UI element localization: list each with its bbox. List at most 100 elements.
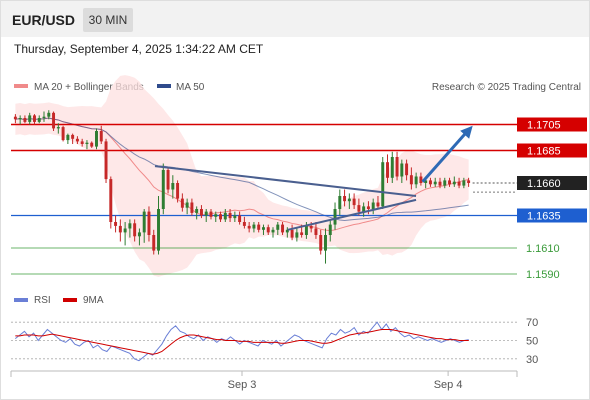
- candle: [199, 209, 203, 216]
- candle: [238, 215, 242, 222]
- rsi-legend-swatch: [14, 298, 28, 302]
- candle: [324, 235, 327, 251]
- candle: [314, 228, 318, 235]
- candle: [295, 232, 299, 238]
- title-bar: EUR/USD 30 MIN: [1, 1, 589, 37]
- candle: [176, 183, 180, 199]
- candle: [28, 115, 32, 122]
- candle: [386, 162, 389, 178]
- candle: [157, 209, 160, 251]
- ma50-legend-swatch: [157, 84, 171, 88]
- candle: [405, 163, 409, 176]
- candle: [457, 181, 461, 186]
- level-label-box-1-1705: [517, 117, 587, 132]
- candle: [171, 183, 175, 190]
- candle: [42, 116, 46, 118]
- candle: [32, 115, 36, 122]
- candle: [409, 175, 413, 185]
- x-axis-ticks: Sep 3 Sep 4: [228, 371, 463, 391]
- candle: [219, 214, 223, 220]
- candle: [23, 118, 27, 122]
- candle: [109, 179, 113, 222]
- rsi-level-label-70: 70: [526, 317, 538, 329]
- candle: [419, 176, 423, 183]
- candle: [424, 180, 428, 183]
- ma9-legend-label: 9MA: [83, 295, 104, 306]
- candle: [438, 181, 442, 186]
- candle: [309, 225, 313, 229]
- rsi-panel: 70 50 30: [11, 317, 538, 366]
- symbol-label: EUR/USD: [12, 12, 76, 28]
- level-label-1-1660: 1.1660: [527, 178, 561, 190]
- candle: [195, 209, 199, 213]
- candle: [352, 198, 356, 206]
- candle: [395, 157, 399, 177]
- candle: [462, 180, 466, 186]
- candle: [338, 196, 342, 209]
- ma9-legend-swatch: [63, 298, 77, 302]
- candle: [233, 215, 237, 219]
- candle: [80, 141, 84, 144]
- candle: [118, 225, 122, 233]
- x-tick-label: Sep 4: [434, 379, 463, 391]
- level-label-box-1-1660: [517, 176, 587, 190]
- candle: [13, 116, 17, 120]
- level-label-1-1635: 1.1635: [527, 211, 561, 223]
- candle: [137, 232, 141, 237]
- candle: [371, 202, 375, 209]
- candle: [61, 127, 65, 141]
- candle: [343, 196, 347, 202]
- candle: [214, 214, 218, 217]
- candle: [257, 224, 261, 230]
- rsi-level-label-30: 30: [526, 354, 538, 366]
- projection-arrow-head: [460, 125, 473, 139]
- ma50-line: [15, 117, 469, 221]
- ma20-legend-label: MA 20 + Bollinger Bands: [34, 82, 144, 93]
- candle: [52, 112, 56, 129]
- candle: [204, 211, 208, 216]
- candle: [75, 138, 79, 142]
- candle: [285, 229, 289, 233]
- level-label-1-1610: 1.1610: [526, 243, 560, 255]
- candle: [300, 232, 304, 235]
- candle: [467, 180, 471, 183]
- candle: [99, 131, 103, 142]
- candle: [261, 227, 265, 230]
- candle: [366, 206, 370, 209]
- candle: [128, 223, 132, 229]
- candle: [142, 211, 146, 233]
- projection-arrow-shaft: [421, 128, 470, 183]
- candle: [190, 202, 194, 213]
- candle: [247, 225, 251, 229]
- candle: [223, 212, 227, 220]
- candle: [166, 170, 170, 190]
- candle: [333, 209, 337, 225]
- falling-trendline: [154, 165, 417, 197]
- candle: [56, 127, 60, 129]
- candle: [228, 212, 232, 219]
- candle: [347, 198, 351, 202]
- candle: [180, 198, 184, 208]
- candle: [147, 211, 151, 235]
- rsi-legend-label: RSI: [34, 295, 51, 306]
- timestamp: Thursday, September 4, 2025 1:34:22 AM C…: [14, 42, 264, 56]
- candle: [428, 180, 432, 185]
- timeframe-button[interactable]: 30 MIN: [83, 8, 133, 32]
- candle: [242, 222, 246, 226]
- candle: [85, 142, 89, 144]
- candle: [114, 222, 118, 226]
- rsi-ma9-line: [15, 329, 469, 355]
- candle: [443, 180, 447, 186]
- candle: [414, 176, 418, 185]
- candle: [448, 180, 452, 185]
- candle: [328, 224, 332, 235]
- candle: [357, 205, 361, 212]
- candle: [452, 181, 456, 185]
- candle: [47, 112, 51, 117]
- candle: [161, 170, 165, 209]
- candle: [381, 162, 385, 207]
- level-label-box-1-1635: [517, 208, 587, 223]
- level-label-1-1590: 1.1590: [526, 269, 560, 281]
